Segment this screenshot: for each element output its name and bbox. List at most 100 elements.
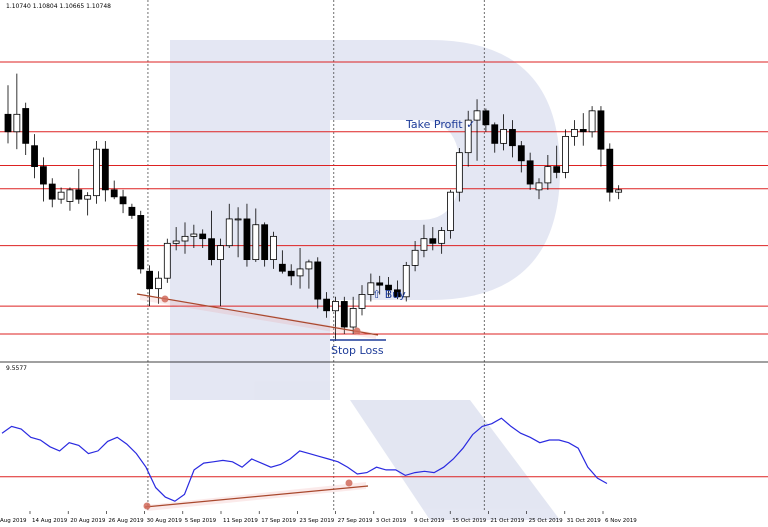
x-tick-label: 11 Sep 2019 xyxy=(223,518,258,524)
candle xyxy=(597,106,605,167)
candle xyxy=(367,273,375,302)
candle xyxy=(190,224,198,248)
candle xyxy=(473,99,481,161)
candle xyxy=(571,120,578,146)
candle xyxy=(588,106,596,138)
candle xyxy=(411,241,419,272)
candle xyxy=(93,141,100,204)
vertical-markers xyxy=(147,0,485,510)
candle xyxy=(22,102,30,155)
candle xyxy=(491,122,499,153)
candle xyxy=(31,134,38,179)
buy-label: ⇧ Buy xyxy=(372,288,406,301)
candle xyxy=(553,145,561,179)
candle xyxy=(340,296,348,334)
candle xyxy=(199,229,207,248)
candle xyxy=(216,238,224,307)
indicator-trendline xyxy=(144,485,369,508)
indicator-trendline-shade xyxy=(147,482,366,511)
candle xyxy=(376,275,384,295)
candle xyxy=(234,207,242,258)
candle xyxy=(110,180,118,200)
candle xyxy=(4,85,12,144)
candle xyxy=(155,271,162,304)
candle xyxy=(535,178,543,200)
candle xyxy=(393,280,401,300)
x-tick-label: 17 Sep 2019 xyxy=(261,518,296,524)
candle xyxy=(137,210,145,274)
candle xyxy=(296,247,304,289)
x-tick-label: 31 Oct 2019 xyxy=(567,518,602,524)
price-trendline xyxy=(136,293,379,336)
candle xyxy=(526,152,534,190)
candle xyxy=(208,210,215,266)
pivot-low-marker xyxy=(353,327,361,335)
stop-loss-label: Stop Loss xyxy=(331,344,384,357)
candle xyxy=(429,227,437,251)
candle xyxy=(358,285,366,316)
candle xyxy=(562,129,569,179)
candle xyxy=(261,222,269,267)
horizontal-levels xyxy=(0,61,768,335)
candle xyxy=(270,231,277,269)
candle xyxy=(517,141,525,173)
candle xyxy=(447,189,454,239)
x-tick-label: 9 Oct 2019 xyxy=(414,518,445,524)
candle xyxy=(278,250,286,274)
candle xyxy=(146,265,154,307)
candle xyxy=(438,227,446,254)
candle xyxy=(163,238,171,283)
candle xyxy=(84,192,92,216)
candle xyxy=(509,120,516,158)
candle xyxy=(579,113,587,146)
candle xyxy=(181,222,189,254)
candle xyxy=(40,157,47,202)
candle xyxy=(615,185,623,200)
candle xyxy=(13,73,21,150)
candle xyxy=(57,187,65,204)
x-tick-label: 27 Sep 2019 xyxy=(338,518,373,524)
indicator-pivot-marker xyxy=(143,502,151,510)
candle xyxy=(385,277,392,297)
x-tick-label: 5 Sep 2019 xyxy=(185,518,217,524)
x-tick-label: 15 Oct 2019 xyxy=(452,518,487,524)
candle xyxy=(402,261,410,302)
candle xyxy=(544,154,552,190)
candle xyxy=(305,259,313,289)
take-profit-label: Take Profit ✓ xyxy=(405,118,475,131)
candle xyxy=(252,208,260,262)
candle xyxy=(119,189,127,214)
candle xyxy=(128,203,136,219)
candle xyxy=(243,203,251,267)
candle xyxy=(172,227,180,251)
x-tick-label: 23 Sep 2019 xyxy=(299,518,334,524)
candle xyxy=(332,296,339,341)
x-tick-label: 25 Oct 2019 xyxy=(529,518,564,524)
x-tick-label: 30 Aug 2019 xyxy=(147,518,183,524)
x-tick-label: 14 Aug 2019 xyxy=(32,518,68,524)
x-tick-label: 6 Nov 2019 xyxy=(605,518,637,524)
candles xyxy=(4,73,623,341)
candle xyxy=(464,110,472,167)
x-tick-label: Aug 2019 xyxy=(0,518,27,524)
chart-header: 1.10740 1.10804 1.10665 1.10748 xyxy=(6,3,111,10)
candle xyxy=(455,148,463,202)
candle xyxy=(75,168,83,204)
indicator-line xyxy=(1,417,608,502)
candle xyxy=(48,178,56,208)
x-axis-labels: Aug 2019 14 Aug 2019 20 Aug 2019 26 Aug 201… xyxy=(0,511,637,524)
candle xyxy=(420,224,428,258)
indicator-panel xyxy=(0,417,768,502)
watermark-logo xyxy=(170,40,560,520)
candle xyxy=(349,296,357,334)
candle xyxy=(101,141,109,202)
indicator-pivot-marker xyxy=(345,479,353,487)
candle xyxy=(225,203,233,248)
candle xyxy=(482,108,490,132)
x-tick-label: 3 Oct 2019 xyxy=(376,518,407,524)
candle xyxy=(287,264,295,286)
candle xyxy=(66,187,74,211)
candle xyxy=(606,143,614,202)
x-tick-label: 21 Oct 2019 xyxy=(490,518,525,524)
